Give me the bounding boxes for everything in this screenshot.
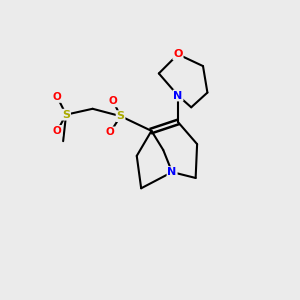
Text: N: N [167, 167, 177, 177]
Text: O: O [53, 92, 62, 102]
Text: S: S [117, 111, 124, 121]
Text: S: S [62, 110, 70, 120]
Text: O: O [173, 49, 183, 59]
Text: N: N [173, 91, 183, 100]
Text: O: O [109, 96, 118, 106]
Text: O: O [53, 126, 62, 136]
Text: O: O [106, 127, 115, 137]
